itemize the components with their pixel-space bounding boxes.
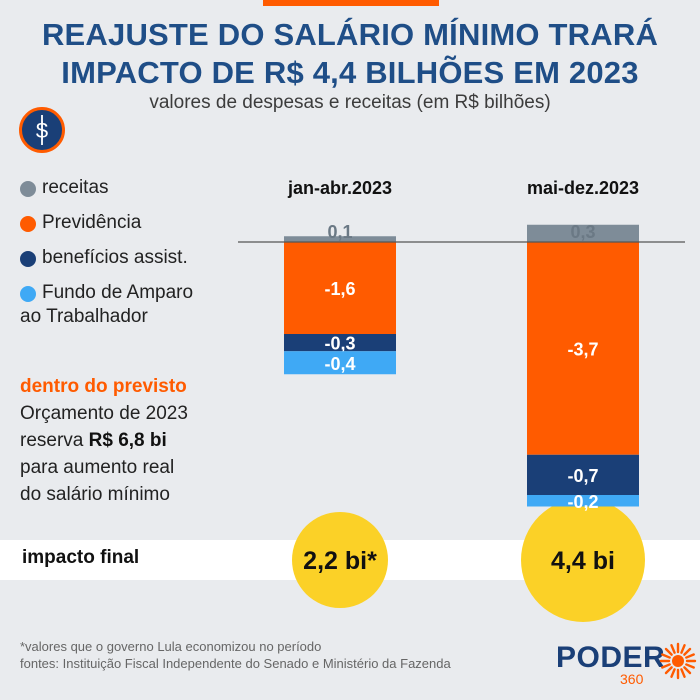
subtitle: valores de despesas e receitas (em R$ bi… <box>149 92 551 113</box>
category-label-1: jan-abr.2023 <box>287 178 392 198</box>
legend-label-previdencia: Previdência <box>42 212 142 233</box>
sunburst-ray <box>683 647 692 656</box>
sunburst-ray <box>664 666 673 675</box>
sunburst-ray <box>670 668 676 678</box>
sunburst-ray <box>670 644 676 654</box>
bar-segment-1-4 <box>284 351 396 375</box>
poder360-logo: PODER 360 <box>556 641 697 687</box>
bar-label-1-4: -0,4 <box>324 354 355 374</box>
money-icon: $ <box>19 107 65 153</box>
bar-label-1-2: -1,6 <box>324 279 355 299</box>
sunburst-ray <box>661 663 671 669</box>
title-line-2: IMPACTO DE R$ 4,4 BILHÕES EM 2023 <box>61 55 639 90</box>
bar-label-2-4: -0,2 <box>567 492 598 512</box>
legend-swatch-receitas <box>20 181 36 197</box>
legend-label-fat-line2: ao Trabalhador <box>20 306 148 327</box>
bar-label-2-2: -3,7 <box>567 339 598 359</box>
impact-value-2: 4,4 bi <box>551 547 615 575</box>
sunburst-ray <box>661 653 671 659</box>
note-line-3: para aumento real <box>20 457 175 478</box>
legend-swatch-previdencia <box>20 216 36 232</box>
bar-segment-2-3 <box>527 454 639 495</box>
logo-number: 360 <box>620 671 644 687</box>
sunburst-icon <box>659 642 697 680</box>
note-line-2: reserva R$ 6,8 bi <box>20 427 188 454</box>
legend-label-receitas: receitas <box>42 177 109 198</box>
note-line-2-prefix: reserva <box>20 430 89 451</box>
sunburst-ray <box>685 663 695 669</box>
sunburst-ray <box>680 668 686 678</box>
legend-label-fat-line1: Fundo de Amparo <box>42 282 194 303</box>
note-line-1: Orçamento de 2023 <box>20 403 188 424</box>
note-highlight: dentro do previsto <box>20 376 187 397</box>
footer-sources: fontes: Instituição Fiscal Independente … <box>20 656 451 671</box>
bar-segment-1-2 <box>284 242 396 334</box>
footer: *valores que o governo Lula economizou n… <box>20 638 451 672</box>
dollar-glyph: $ <box>36 118 48 143</box>
bar-segment-2-2 <box>527 242 639 455</box>
bar-segment-1-3 <box>284 334 396 352</box>
sunburst-ray <box>664 647 673 656</box>
note-line-4: do salário mínimo <box>20 484 170 505</box>
bar-segment-2-4 <box>527 495 639 507</box>
bar-label-1-1: 0,1 <box>327 222 352 242</box>
footer-note: *valores que o governo Lula economizou n… <box>20 639 322 654</box>
category-label-2: mai-dez.2023 <box>527 178 639 198</box>
sunburst-ray <box>685 653 695 659</box>
impact-bubble-1 <box>292 512 388 608</box>
bar-segment-1-1 <box>284 236 396 242</box>
impact-bubble-2 <box>521 498 645 622</box>
bar-segment-2-1 <box>527 224 639 242</box>
legend-label-beneficios: benefícios assist. <box>42 247 188 268</box>
bar-label-1-3: -0,3 <box>324 334 355 354</box>
bar-label-2-1: 0,3 <box>570 222 595 242</box>
impact-label: impacto final <box>22 547 140 568</box>
note-line-2-amount: R$ 6,8 bi <box>88 430 167 451</box>
logo-text: PODER <box>556 641 666 674</box>
sunburst-ray <box>680 644 686 654</box>
legend-swatch-beneficios <box>20 251 36 267</box>
sunburst-ray <box>683 666 692 675</box>
title-line-1: REAJUSTE DO SALÁRIO MÍNIMO TRARÁ <box>41 17 659 52</box>
page-title: REAJUSTE DO SALÁRIO MÍNIMO TRARÁ IMPACTO… <box>0 16 700 92</box>
top-accent-bar <box>263 0 439 6</box>
legend-swatch-fat <box>20 286 36 302</box>
bar-label-2-3: -0,7 <box>567 466 598 486</box>
budget-note: dentro do previsto Orçamento de 2023 res… <box>20 373 188 508</box>
impact-value-1: 2,2 bi* <box>303 547 377 575</box>
